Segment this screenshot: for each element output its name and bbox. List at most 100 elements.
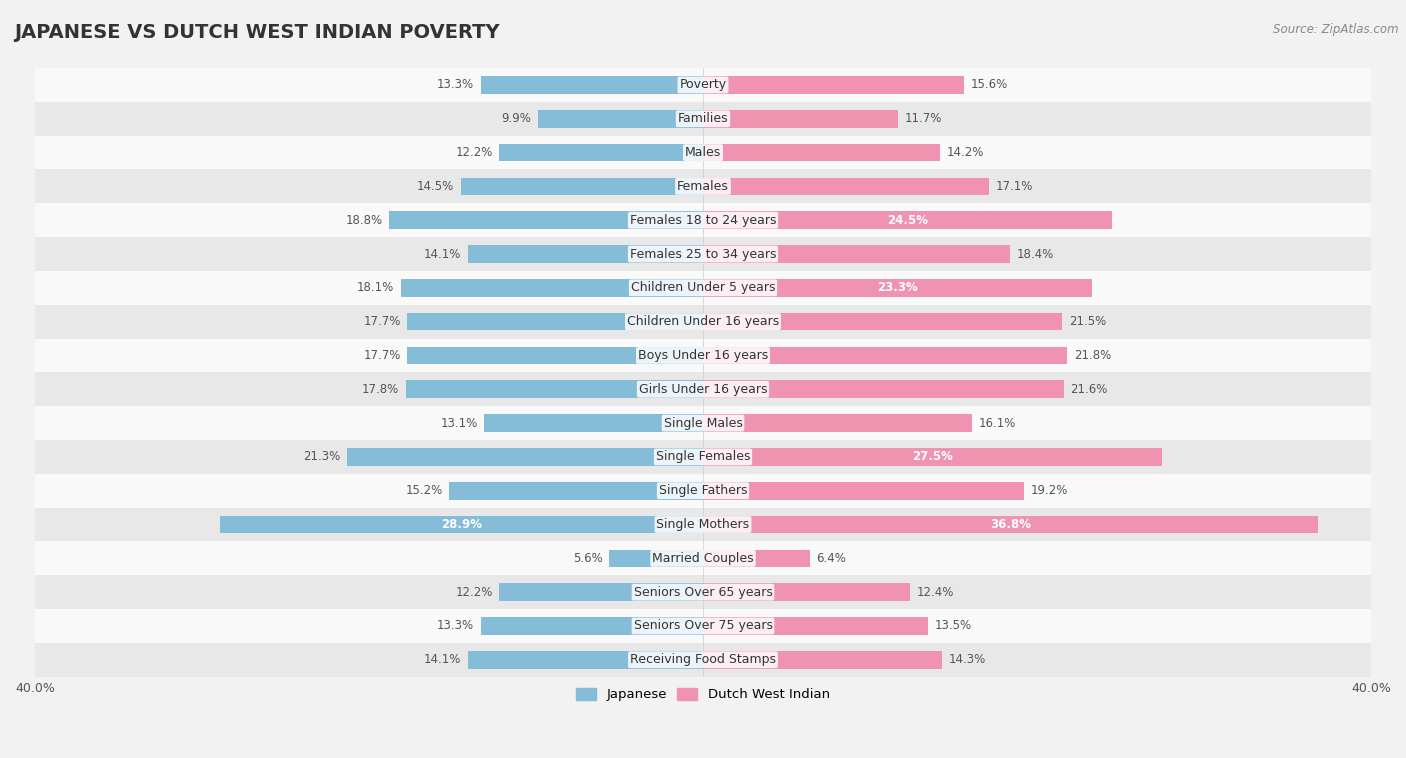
Text: Girls Under 16 years: Girls Under 16 years	[638, 383, 768, 396]
Text: Females 25 to 34 years: Females 25 to 34 years	[630, 248, 776, 261]
Text: 21.8%: 21.8%	[1074, 349, 1111, 362]
Text: Females: Females	[678, 180, 728, 193]
Bar	[484, 415, 703, 432]
Text: 21.6%: 21.6%	[1070, 383, 1108, 396]
Bar	[35, 406, 1371, 440]
Text: 14.5%: 14.5%	[418, 180, 454, 193]
Bar	[35, 170, 1371, 203]
Bar	[703, 177, 988, 196]
Text: Single Fathers: Single Fathers	[659, 484, 747, 497]
Bar	[703, 246, 1011, 263]
Bar	[35, 271, 1371, 305]
Bar	[703, 550, 810, 567]
Text: 15.6%: 15.6%	[970, 79, 1008, 92]
Legend: Japanese, Dutch West Indian: Japanese, Dutch West Indian	[571, 683, 835, 706]
Text: 14.1%: 14.1%	[423, 653, 461, 666]
Bar	[703, 515, 1317, 534]
Text: 19.2%: 19.2%	[1031, 484, 1067, 497]
Text: Poverty: Poverty	[679, 79, 727, 92]
Bar	[703, 110, 898, 127]
Bar	[703, 482, 1024, 500]
Text: Single Mothers: Single Mothers	[657, 518, 749, 531]
Text: Seniors Over 65 years: Seniors Over 65 years	[634, 586, 772, 599]
Text: 9.9%: 9.9%	[501, 112, 531, 125]
Text: Married Couples: Married Couples	[652, 552, 754, 565]
Bar	[499, 584, 703, 601]
Text: 28.9%: 28.9%	[441, 518, 482, 531]
Text: 18.8%: 18.8%	[346, 214, 382, 227]
Bar	[35, 609, 1371, 643]
Bar	[703, 144, 941, 161]
Bar	[461, 177, 703, 196]
Text: Receiving Food Stamps: Receiving Food Stamps	[630, 653, 776, 666]
Text: 24.5%: 24.5%	[887, 214, 928, 227]
Text: Boys Under 16 years: Boys Under 16 years	[638, 349, 768, 362]
Text: 12.2%: 12.2%	[456, 146, 492, 159]
Text: 36.8%: 36.8%	[990, 518, 1031, 531]
Bar	[703, 617, 928, 634]
Text: 14.1%: 14.1%	[423, 248, 461, 261]
Text: 17.7%: 17.7%	[363, 315, 401, 328]
Text: Single Males: Single Males	[664, 417, 742, 430]
Bar	[703, 76, 963, 94]
Text: JAPANESE VS DUTCH WEST INDIAN POVERTY: JAPANESE VS DUTCH WEST INDIAN POVERTY	[14, 23, 499, 42]
Bar	[221, 515, 703, 534]
Text: 23.3%: 23.3%	[877, 281, 918, 294]
Bar	[703, 415, 972, 432]
Text: 17.1%: 17.1%	[995, 180, 1032, 193]
Bar	[703, 346, 1067, 365]
Bar	[703, 381, 1064, 398]
Text: 13.1%: 13.1%	[440, 417, 478, 430]
Bar	[408, 346, 703, 365]
Text: 14.3%: 14.3%	[949, 653, 986, 666]
Bar	[35, 474, 1371, 508]
Bar	[481, 76, 703, 94]
Bar	[468, 246, 703, 263]
Bar	[347, 448, 703, 465]
Text: 18.1%: 18.1%	[357, 281, 394, 294]
Bar	[703, 584, 910, 601]
Text: 15.2%: 15.2%	[405, 484, 443, 497]
Bar	[499, 144, 703, 161]
Text: 5.6%: 5.6%	[574, 552, 603, 565]
Bar	[703, 279, 1092, 296]
Bar	[35, 203, 1371, 237]
Bar	[537, 110, 703, 127]
Text: 13.5%: 13.5%	[935, 619, 973, 632]
Text: 13.3%: 13.3%	[437, 619, 474, 632]
Bar	[703, 313, 1062, 330]
Text: 11.7%: 11.7%	[905, 112, 942, 125]
Text: 17.7%: 17.7%	[363, 349, 401, 362]
Bar	[35, 541, 1371, 575]
Bar	[406, 381, 703, 398]
Bar	[35, 68, 1371, 102]
Bar	[35, 339, 1371, 372]
Text: Females 18 to 24 years: Females 18 to 24 years	[630, 214, 776, 227]
Bar	[35, 102, 1371, 136]
Bar	[609, 550, 703, 567]
Bar	[35, 305, 1371, 339]
Bar	[468, 651, 703, 669]
Bar	[408, 313, 703, 330]
Text: 13.3%: 13.3%	[437, 79, 474, 92]
Bar	[35, 136, 1371, 170]
Text: 17.8%: 17.8%	[361, 383, 399, 396]
Bar	[35, 372, 1371, 406]
Text: 18.4%: 18.4%	[1017, 248, 1054, 261]
Text: 16.1%: 16.1%	[979, 417, 1017, 430]
Bar	[35, 643, 1371, 677]
Bar	[401, 279, 703, 296]
Bar	[703, 448, 1163, 465]
Text: Children Under 5 years: Children Under 5 years	[631, 281, 775, 294]
Bar	[389, 211, 703, 229]
Bar	[703, 211, 1112, 229]
Bar	[35, 440, 1371, 474]
Text: Source: ZipAtlas.com: Source: ZipAtlas.com	[1274, 23, 1399, 36]
Text: Males: Males	[685, 146, 721, 159]
Text: Families: Families	[678, 112, 728, 125]
Text: 21.3%: 21.3%	[304, 450, 340, 463]
Text: Children Under 16 years: Children Under 16 years	[627, 315, 779, 328]
Text: 27.5%: 27.5%	[912, 450, 953, 463]
Bar	[449, 482, 703, 500]
Text: 12.4%: 12.4%	[917, 586, 955, 599]
